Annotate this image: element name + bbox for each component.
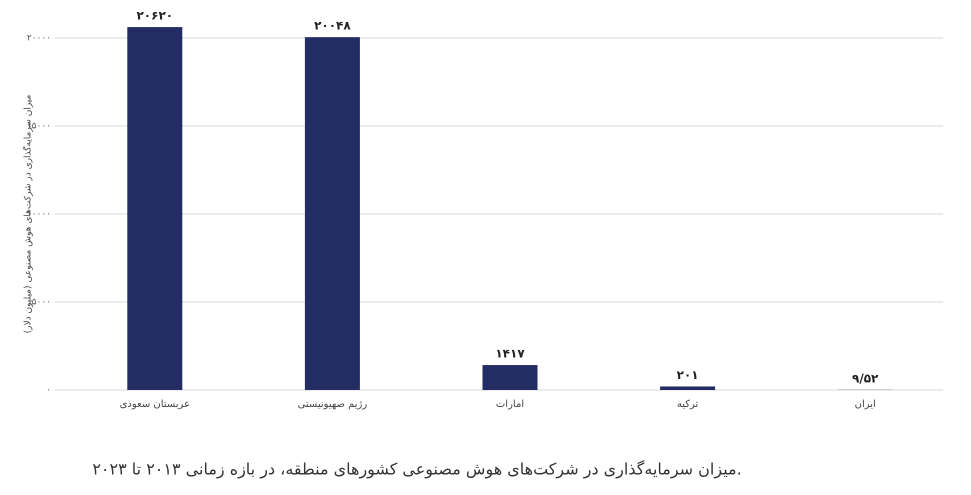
y-axis-title: میزان سرمایه‌گذاری در شرکت‌های هوش مصنوع… (22, 94, 34, 333)
value-label: ۲۰۰۴۸ (314, 19, 351, 33)
bar (127, 27, 183, 390)
x-tick-label: ترکیه (677, 399, 699, 410)
x-tick-label: رژیم صهیونیستی (298, 399, 368, 410)
bar (304, 37, 360, 390)
y-tick-label: ۰ (46, 386, 51, 396)
value-label: ۱۴۱۷ (495, 347, 525, 361)
value-label: ۲۰۱ (677, 368, 699, 382)
x-tick-label: ایران (855, 399, 876, 410)
x-tick-label: امارات (496, 399, 524, 410)
value-label: ۲۰۶۲۰ (136, 9, 173, 23)
bar (660, 386, 716, 390)
caption: میزان سرمایه‌گذاری در شرکت‌های هوش مصنوع… (92, 460, 741, 480)
y-tick-label: ۵۰۰۰ (32, 298, 51, 308)
value-label: ۹/۵۲ (852, 371, 879, 385)
x-tick-label: عربستان سعودی (120, 399, 190, 410)
bar (482, 365, 538, 390)
y-tick-label: ۱۰۰۰۰ (27, 210, 51, 220)
y-tick-label: ۲۰۰۰۰ (27, 34, 51, 44)
y-tick-label: ۱۵۰۰۰ (27, 122, 51, 132)
